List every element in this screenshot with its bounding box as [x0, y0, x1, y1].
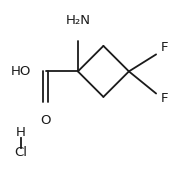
Text: F: F [161, 92, 168, 105]
Text: Cl: Cl [14, 147, 27, 159]
Text: F: F [161, 41, 168, 54]
Text: H: H [16, 126, 26, 139]
Text: HO: HO [11, 65, 31, 78]
Text: H₂N: H₂N [65, 14, 90, 27]
Text: O: O [40, 114, 51, 127]
